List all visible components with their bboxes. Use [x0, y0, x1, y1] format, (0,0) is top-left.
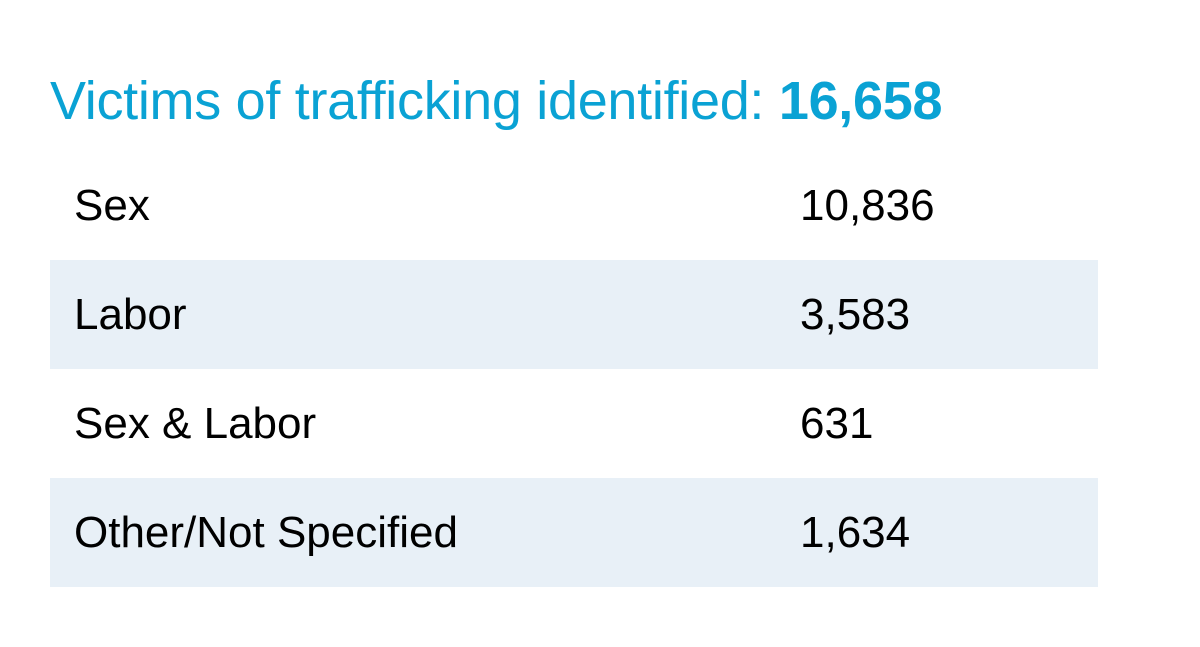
row-value: 3,583 — [800, 290, 911, 339]
victims-table: Sex 10,836 Labor 3,583 Sex & Labor 631 O… — [50, 151, 1098, 587]
row-label: Sex — [74, 181, 150, 230]
table-row-sex: Sex 10,836 — [50, 151, 1098, 260]
chart-title-total: 16,658 — [778, 71, 943, 131]
table-row-sex-and-labor: Sex & Labor 631 — [50, 369, 1098, 478]
row-label: Other/Not Specified — [74, 508, 458, 557]
row-value: 631 — [800, 399, 874, 448]
chart-title: Victims of trafficking identified: 16,65… — [50, 66, 943, 136]
row-label: Labor — [74, 290, 187, 339]
chart-title-text: Victims of trafficking identified: — [50, 71, 765, 131]
row-value: 1,634 — [800, 508, 911, 557]
table-row-other-not-specified: Other/Not Specified 1,634 — [50, 478, 1098, 587]
table-row-labor: Labor 3,583 — [50, 260, 1098, 369]
row-label: Sex & Labor — [74, 399, 317, 448]
row-value: 10,836 — [800, 181, 935, 230]
